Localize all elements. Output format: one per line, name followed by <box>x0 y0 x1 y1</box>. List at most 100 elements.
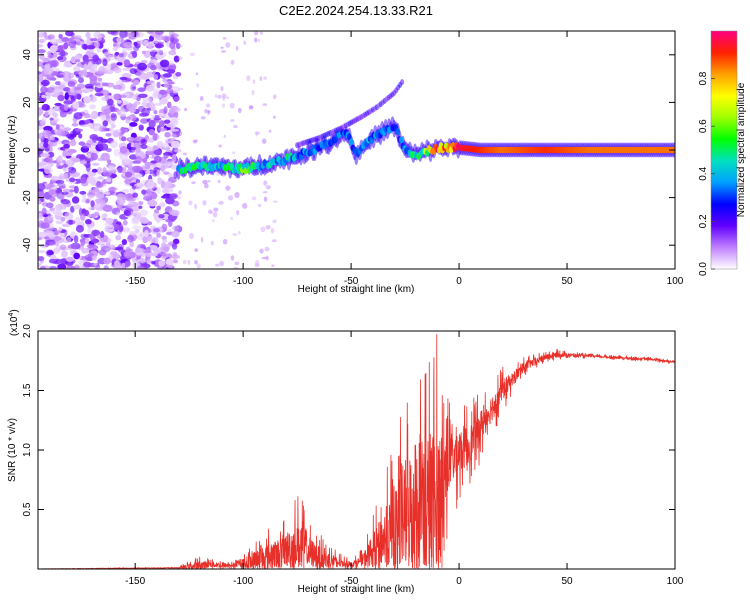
noise-speckle <box>89 38 98 42</box>
noise-speckle <box>92 162 100 166</box>
noise-speckle <box>115 246 124 251</box>
noise-speckle <box>128 136 136 141</box>
spectrogram-x-label: Height of straight line (km) <box>298 284 415 295</box>
noise-speckle <box>154 115 160 119</box>
noise-speckle <box>115 129 122 134</box>
noise-speckle <box>40 222 50 229</box>
noise-speckle <box>40 38 47 43</box>
noise-speckle <box>171 128 180 132</box>
noise-speckle <box>45 210 51 215</box>
noise-speckle <box>113 262 122 269</box>
noise-speckle <box>109 244 116 251</box>
noise-speckle <box>89 104 96 110</box>
noise-speckle <box>159 59 170 68</box>
noise-speckle <box>89 232 95 241</box>
snr-y-scale: (x104) <box>8 309 20 336</box>
noise-speckle <box>132 216 139 223</box>
noise-speckle <box>83 95 91 104</box>
noise-speckle <box>73 235 79 243</box>
noise-speckle <box>145 150 156 156</box>
noise-speckle <box>102 191 111 195</box>
noise-speckle <box>116 37 122 43</box>
noise-speckle <box>210 240 214 246</box>
noise-speckle <box>218 200 224 205</box>
noise-speckle <box>93 211 100 217</box>
noise-speckle <box>85 31 91 38</box>
noise-speckle <box>173 96 180 102</box>
noise-speckle <box>163 171 170 175</box>
noise-speckle <box>122 193 128 201</box>
snr-x-tick-label: 50 <box>561 576 573 587</box>
noise-speckle <box>48 188 56 196</box>
noise-speckle <box>101 127 109 132</box>
noise-speckle <box>43 67 54 75</box>
noise-speckle <box>97 77 103 82</box>
noise-speckle <box>124 171 133 178</box>
noise-speckle <box>59 232 65 238</box>
branch-speckle <box>400 79 405 86</box>
noise-speckle <box>191 181 196 185</box>
noise-speckle <box>44 148 50 152</box>
noise-speckle <box>171 132 180 138</box>
noise-speckle <box>102 204 113 212</box>
noise-speckle <box>222 37 227 40</box>
noise-speckle <box>99 111 106 116</box>
noise-speckle <box>83 261 92 268</box>
spectrogram-x-tick-label: 100 <box>667 276 684 287</box>
noise-speckle <box>91 238 100 244</box>
noise-speckle <box>64 92 69 101</box>
noise-speckle <box>66 265 76 269</box>
noise-speckle <box>220 46 224 49</box>
noise-speckle <box>62 188 71 193</box>
noise-speckle <box>58 84 65 90</box>
noise-speckle <box>75 128 84 132</box>
noise-speckle <box>104 222 110 227</box>
noise-speckle <box>132 204 141 212</box>
noise-speckle <box>67 81 76 87</box>
noise-speckle <box>102 58 108 67</box>
noise-speckle <box>147 43 153 48</box>
noise-speckle <box>158 260 166 267</box>
spectrogram-y-tick-label: -20 <box>22 190 33 205</box>
noise-speckle <box>110 140 118 149</box>
noise-speckle <box>158 112 164 117</box>
noise-speckle <box>44 236 50 240</box>
noise-speckle <box>43 125 53 132</box>
noise-speckle <box>44 156 53 164</box>
noise-speckle <box>97 176 104 180</box>
noise-speckle <box>165 123 174 128</box>
noise-speckle <box>40 265 46 269</box>
noise-speckle <box>47 214 54 222</box>
noise-speckle <box>38 262 42 268</box>
noise-speckle <box>171 230 180 238</box>
noise-speckle <box>69 177 76 183</box>
noise-speckle <box>156 205 161 211</box>
noise-speckle <box>62 163 69 168</box>
noise-speckle <box>271 239 277 243</box>
noise-speckle <box>64 212 74 221</box>
noise-speckle <box>47 151 55 158</box>
noise-speckle <box>75 216 81 225</box>
noise-speckle <box>121 189 130 193</box>
noise-speckle <box>150 105 156 112</box>
colorbar-tick-label: 0.4 <box>698 166 709 180</box>
noise-speckle <box>41 207 47 215</box>
noise-speckle <box>39 53 45 61</box>
noise-speckle <box>122 220 128 226</box>
noise-speckle <box>73 204 82 210</box>
noise-speckle <box>83 63 88 72</box>
noise-speckle <box>160 165 166 172</box>
noise-speckle <box>38 71 42 75</box>
noise-speckle <box>171 242 178 250</box>
noise-speckle <box>105 217 114 224</box>
spectrogram-x-tick-label: 0 <box>456 276 462 287</box>
noise-speckle <box>63 42 69 50</box>
noise-speckle <box>161 223 168 232</box>
noise-speckle <box>148 49 159 53</box>
noise-speckle <box>218 144 222 148</box>
noise-speckle <box>167 81 175 85</box>
noise-speckle <box>225 42 231 48</box>
noise-speckle <box>38 250 46 254</box>
noise-speckle <box>199 96 204 101</box>
colorbar-ticks: 0.0 0.2 0.4 0.6 0.8 <box>698 71 715 276</box>
